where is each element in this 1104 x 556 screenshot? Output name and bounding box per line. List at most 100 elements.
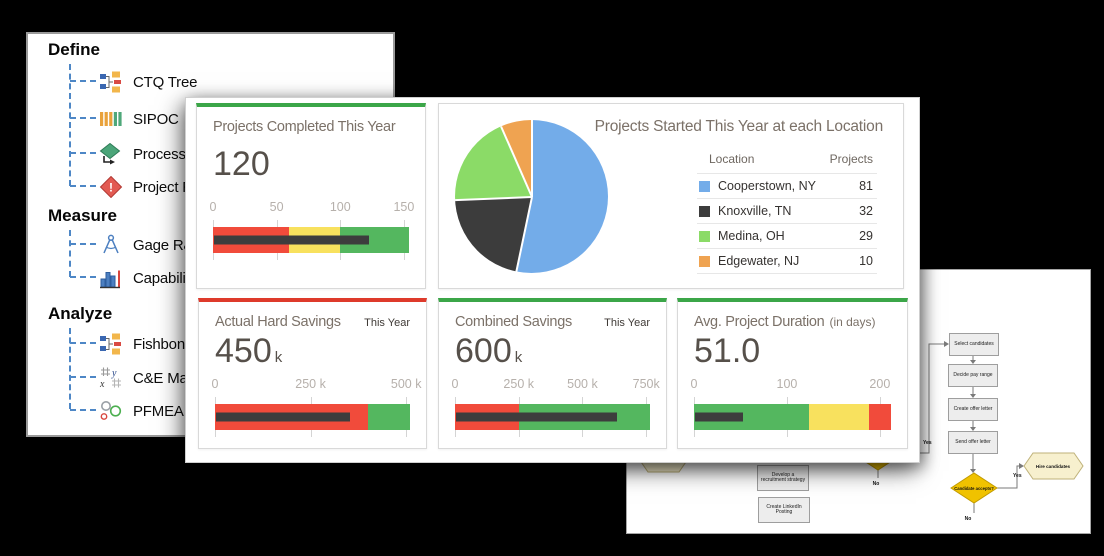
palette-item-label: CTQ Tree bbox=[133, 73, 198, 91]
axis-tick-label: 250 k bbox=[295, 377, 326, 391]
palette-item-ce-matrix[interactable]: y x C&E Matr bbox=[98, 366, 197, 390]
hexagon-label: Hire candidates bbox=[1036, 464, 1071, 469]
decision-diamond-candidate-accepts[interactable] bbox=[950, 472, 998, 504]
kpi-value-suffix: k bbox=[514, 349, 523, 366]
palette-item-label: Fishbone bbox=[133, 335, 194, 353]
pie-slice-separator bbox=[455, 195, 532, 201]
legend-swatch-icon bbox=[699, 230, 710, 242]
card-subtitle: (in days) bbox=[829, 315, 876, 329]
process-box-create-offer-letter[interactable]: Create offer letter bbox=[948, 398, 998, 421]
legend-header-projects: Projects bbox=[829, 152, 873, 166]
palette-item-process-map[interactable]: Process M bbox=[98, 142, 202, 166]
process-box-develop-strategy[interactable]: Develop a recruitment strategy bbox=[757, 465, 809, 491]
tree-branch bbox=[70, 409, 96, 411]
process-box-create-linkedin-posting[interactable]: Create LinkedIn Posting bbox=[758, 497, 810, 523]
card-subtitle: This Year bbox=[364, 317, 410, 329]
palette-item-label: Process M bbox=[133, 145, 203, 163]
bullet-chart: 0 250 k 500 k 750k bbox=[451, 377, 660, 439]
legend-project-count: 32 bbox=[859, 204, 873, 218]
axis-tick-label: 100 bbox=[776, 377, 798, 391]
process-box-label: Create offer letter bbox=[953, 405, 993, 412]
tree-branch bbox=[70, 376, 96, 378]
process-box-label: Select candidates bbox=[954, 340, 994, 347]
legend-project-count: 81 bbox=[859, 179, 873, 193]
pie-legend: Location Projects Cooperstown, NY 81 Knoxv… bbox=[697, 152, 877, 274]
tree-branch bbox=[70, 276, 96, 278]
bullet-chart: 0 100 200 bbox=[690, 377, 891, 439]
process-box-label: Send offer letter bbox=[955, 438, 991, 445]
kpi-value-number: 51.0 bbox=[694, 332, 761, 370]
process-box-decide-pay-range[interactable]: Decide pay range bbox=[948, 364, 998, 387]
legend-location-label: Knoxville, TN bbox=[718, 204, 792, 218]
process-box-send-offer-letter[interactable]: Send offer letter bbox=[948, 431, 998, 454]
pfmea-icon bbox=[98, 400, 124, 423]
legend-location-label: Cooperstown, NY bbox=[718, 179, 816, 193]
tree-branch bbox=[70, 185, 96, 187]
palette-item-project-risk[interactable]: ! Project R bbox=[98, 175, 193, 199]
gage-rr-icon bbox=[98, 234, 124, 257]
kpi-value-suffix: k bbox=[274, 349, 283, 366]
pie-card-projects-started: Projects Started This Year at each Locat… bbox=[438, 103, 904, 289]
tree-branch bbox=[70, 152, 96, 154]
kpi-value-number: 120 bbox=[213, 145, 270, 183]
palette-item-fishbone[interactable]: Fishbone bbox=[98, 332, 193, 356]
axis-tick-label: 0 bbox=[690, 377, 698, 391]
process-box-label: Decide pay range bbox=[953, 371, 993, 378]
kpi-card-actual-hard-savings: Actual Hard Savings This Year 450 k 0 250 … bbox=[198, 298, 427, 449]
palette-item-label: PFMEA (P bbox=[133, 402, 202, 420]
bullet-axis: 0 100 200 bbox=[690, 377, 891, 393]
process-box-label: Develop a recruitment strategy bbox=[760, 471, 806, 483]
legend-row: Cooperstown, NY 81 bbox=[697, 173, 877, 198]
palette-item-pfmea[interactable]: PFMEA (P bbox=[98, 399, 202, 423]
kpi-card-projects-completed: Projects Completed This Year 120 0 50 100 1… bbox=[196, 103, 426, 289]
legend-row: Edgewater, NJ 10 bbox=[697, 248, 877, 274]
pie-slice-separator bbox=[514, 196, 533, 272]
card-title: Actual Hard Savings bbox=[215, 314, 341, 330]
bullet-chart: 0 250 k 500 k bbox=[211, 377, 422, 439]
legend-header-location: Location bbox=[709, 152, 755, 166]
bullet-axis: 0 250 k 500 k bbox=[211, 377, 422, 393]
axis-tick-label: 0 bbox=[451, 377, 459, 391]
legend-project-count: 10 bbox=[859, 254, 873, 268]
kpi-value: 600 k bbox=[455, 332, 650, 371]
card-subtitle: This Year bbox=[604, 317, 650, 329]
process-box-label: Create LinkedIn Posting bbox=[766, 503, 802, 515]
svg-text:!: ! bbox=[109, 181, 113, 195]
process-box-select-candidates[interactable]: Select candidates bbox=[949, 333, 999, 356]
tree-connector bbox=[69, 64, 71, 186]
tree-branch bbox=[70, 80, 96, 82]
tree-branch bbox=[70, 342, 96, 344]
kpi-value-number: 600 bbox=[455, 332, 512, 370]
palette-item-capability[interactable]: Capabilit bbox=[98, 266, 190, 290]
legend-swatch-icon bbox=[699, 205, 710, 217]
kpi-value-number: 450 bbox=[215, 332, 272, 370]
kpi-card-combined-savings: Combined Savings This Year 600 k 0 250 k 50… bbox=[438, 298, 667, 449]
tree-branch bbox=[70, 243, 96, 245]
axis-tick-label: 0 bbox=[211, 377, 219, 391]
palette-item-ctq-tree[interactable]: CTQ Tree bbox=[98, 70, 197, 94]
legend-location-label: Edgewater, NJ bbox=[718, 254, 800, 268]
branch-label-yes: Yes bbox=[1013, 473, 1022, 479]
legend-swatch-icon bbox=[699, 255, 710, 267]
palette-item-sipoc[interactable]: SIPOC bbox=[98, 107, 179, 131]
bullet-range-segment bbox=[809, 404, 869, 430]
card-title: Avg. Project Duration bbox=[694, 314, 825, 330]
fishbone-icon bbox=[98, 333, 124, 356]
bullet-measure-bar bbox=[216, 412, 350, 422]
branch-label-no: No bbox=[965, 516, 972, 522]
palette-item-label: C&E Matr bbox=[133, 369, 197, 387]
card-title: Combined Savings bbox=[455, 314, 572, 330]
bullet-measure-bar bbox=[695, 412, 744, 422]
svg-text:y: y bbox=[111, 368, 117, 379]
hexagon-hire-candidates[interactable] bbox=[1023, 452, 1084, 480]
kpi-value: 51.0 bbox=[694, 332, 891, 371]
pie-slice-separator bbox=[530, 120, 533, 197]
branch-label-yes: Yes bbox=[923, 440, 932, 446]
bullet-range-segment bbox=[367, 404, 410, 430]
axis-tick-label: 150 bbox=[393, 200, 415, 214]
project-risk-icon: ! bbox=[98, 176, 124, 199]
section-define: Define bbox=[48, 40, 100, 59]
tree-branch bbox=[70, 117, 96, 119]
palette-item-label: Capabilit bbox=[133, 269, 190, 287]
